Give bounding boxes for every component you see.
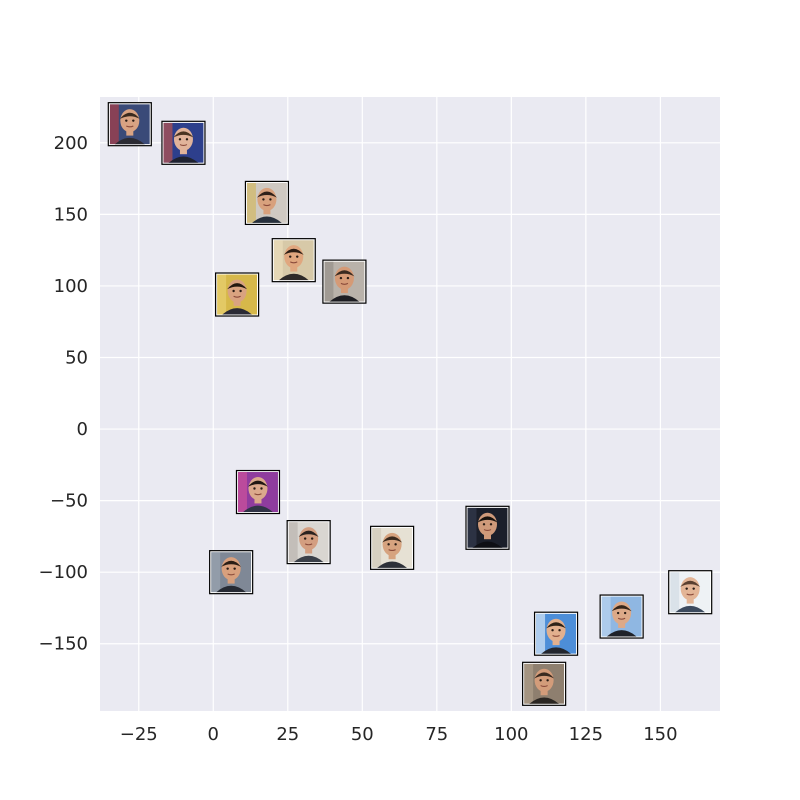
data-points — [107, 102, 713, 706]
x-tick-label: 50 — [351, 724, 374, 745]
scatter-point-face-light-background — [370, 525, 415, 570]
x-tick-label: 125 — [569, 724, 603, 745]
scatter-point-face-smiling-closeup — [271, 238, 316, 283]
y-tick-label: 200 — [54, 133, 88, 154]
y-tick-label: 150 — [54, 204, 88, 225]
y-tick-label: 0 — [77, 419, 88, 440]
scatter-point-face-smiling-blue — [599, 594, 644, 639]
scatter-point-face-long-hair — [522, 661, 567, 706]
scatter-point-face-speaking — [322, 259, 367, 304]
scatter-point-face-dark-background — [465, 505, 510, 550]
y-tick-label: −150 — [39, 634, 88, 655]
scatter-point-face-white-background — [668, 570, 713, 615]
y-tick-label: 100 — [54, 276, 88, 297]
scatter-point-face-blue-background — [533, 611, 579, 656]
x-tick-label: 0 — [208, 724, 219, 745]
x-tick-label: 75 — [425, 724, 448, 745]
x-axis: −25 0 25 50 75 100 125 150 — [120, 724, 678, 745]
scatter-point-face-purple-background — [235, 469, 281, 515]
x-tick-label: 150 — [643, 724, 677, 745]
scatter-point-face-press-backdrop — [244, 180, 290, 226]
scatter-point-face-yellow-background — [215, 272, 260, 317]
x-tick-label: −25 — [120, 724, 158, 745]
scatter-point-face-grey-suit — [286, 520, 331, 565]
x-tick-label: 100 — [494, 724, 528, 745]
y-tick-label: −50 — [50, 491, 88, 512]
y-tick-label: 50 — [65, 347, 88, 368]
scatter-point-face-stage-lights — [161, 120, 206, 165]
scatter-point-face-laughing — [209, 550, 254, 595]
y-tick-label: −100 — [39, 562, 88, 583]
y-axis: −150 −100 −50 0 50 100 150 200 — [39, 133, 88, 655]
x-tick-label: 25 — [276, 724, 299, 745]
scatter-point-face-broadcast-studio — [107, 102, 152, 147]
